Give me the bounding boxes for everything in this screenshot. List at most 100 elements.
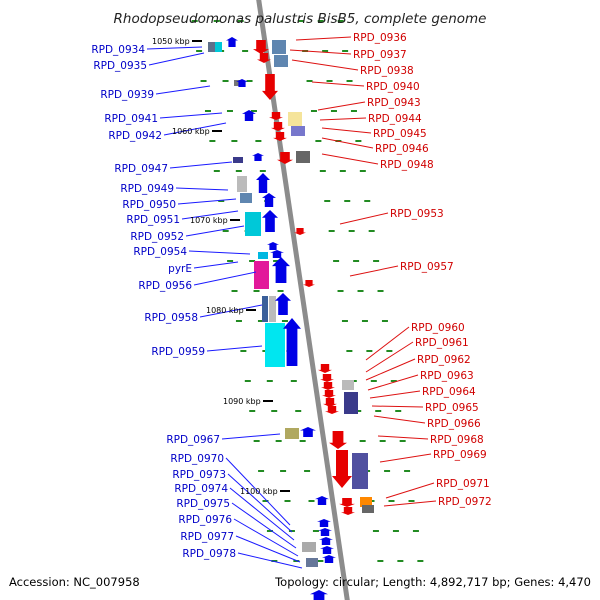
tick-dot xyxy=(213,170,220,172)
gene-label: RPD_0972 xyxy=(438,496,492,508)
tick-dot xyxy=(346,350,353,352)
gene-labels: RPD_0934 RPD_0935 RPD_0939 RPD_0941 RPD_0942… xyxy=(91,32,491,560)
gene-arrow xyxy=(257,53,271,63)
tick-dot xyxy=(324,200,331,202)
gene-label: RPD_0960 xyxy=(411,322,465,334)
gene-arrow xyxy=(323,398,337,407)
leader-line xyxy=(371,405,424,408)
tick-dot xyxy=(326,80,333,82)
leader-line xyxy=(185,225,245,237)
tick-dot xyxy=(242,50,249,52)
leader-line xyxy=(373,415,426,424)
gene-arrow xyxy=(269,112,283,120)
leader-line xyxy=(235,535,301,563)
gene-label: RPD_0940 xyxy=(366,81,420,93)
feature-block xyxy=(234,80,242,86)
kbp-label: 1080 kbp xyxy=(206,306,244,315)
tick-dot xyxy=(237,20,244,22)
tick-dot xyxy=(253,440,260,442)
gene-arrow xyxy=(317,519,331,527)
leader-line xyxy=(159,112,223,119)
gene-arrow xyxy=(277,152,293,164)
gene-label: RPD_0966 xyxy=(427,418,481,430)
gene-arrow xyxy=(294,228,306,235)
gene-arrow xyxy=(332,450,352,488)
feature-block xyxy=(296,151,310,163)
gene-label: RPD_0962 xyxy=(417,354,471,366)
tick-dot xyxy=(277,290,284,292)
gene-arrow xyxy=(322,390,336,398)
gene-label: RPD_0944 xyxy=(368,113,422,125)
tick-dot xyxy=(222,80,229,82)
tick-dot xyxy=(257,320,264,322)
gene-arrow xyxy=(267,242,279,250)
feature-block xyxy=(302,542,316,552)
feature-block xyxy=(362,505,374,513)
feature-block xyxy=(269,296,276,322)
tick-dot xyxy=(240,350,247,352)
tick-dot xyxy=(339,170,346,172)
tick-dot xyxy=(259,170,266,172)
leader-line xyxy=(193,261,239,269)
tick-dot xyxy=(353,260,360,262)
tick-dot xyxy=(373,260,380,262)
leader-line xyxy=(385,482,435,499)
map-title: Rhodopseudomonas palustris BisB5, comple… xyxy=(114,11,487,27)
gene-label: RPD_0941 xyxy=(104,113,158,125)
gene-arrow xyxy=(272,257,290,283)
leader-line xyxy=(155,85,211,95)
kbp-label: 1070 kbp xyxy=(190,216,228,225)
feature-block xyxy=(285,428,299,439)
tick-dot xyxy=(399,440,406,442)
leader-line xyxy=(321,153,379,165)
feature-block xyxy=(258,252,268,259)
leader-line xyxy=(349,265,399,277)
tick-dot xyxy=(231,140,238,142)
tick-dot xyxy=(306,80,313,82)
gene-arrow xyxy=(236,79,248,87)
tick-dot xyxy=(337,290,344,292)
gene-label: RPD_0958 xyxy=(144,312,198,324)
feature-block xyxy=(272,40,286,54)
gene-label: RPD_0943 xyxy=(367,97,421,109)
tick-dot xyxy=(304,470,311,472)
tick-dot xyxy=(235,170,242,172)
tick-dot xyxy=(348,230,355,232)
leader-line xyxy=(383,500,437,507)
feature-block xyxy=(240,193,252,203)
leader-line xyxy=(233,518,299,557)
gene-arrow xyxy=(303,280,315,287)
kbp-tick xyxy=(263,400,273,402)
gene-arrow xyxy=(321,382,335,390)
leader-line xyxy=(227,473,293,533)
gene-label: RPD_0936 xyxy=(353,32,407,44)
kbp-label: 1060 kbp xyxy=(172,127,210,136)
feature-block xyxy=(344,392,358,414)
tick-dot xyxy=(395,410,402,412)
tick-dot xyxy=(227,260,234,262)
tick-dot xyxy=(250,110,257,112)
tick-dot xyxy=(346,80,353,82)
kbp-tick xyxy=(246,309,256,311)
kbp-label: 1090 kbp xyxy=(223,397,261,406)
tick-dot xyxy=(258,470,265,472)
leader-line xyxy=(339,212,389,225)
leader-line xyxy=(231,502,297,549)
tick-dot xyxy=(412,530,419,532)
gene-label: RPD_0939 xyxy=(100,89,154,101)
tick-dot xyxy=(337,20,344,22)
leader-line xyxy=(379,453,432,463)
tick-dot xyxy=(322,50,329,52)
tick-dot xyxy=(375,410,382,412)
gene-label: RPD_0951 xyxy=(126,214,180,226)
tick-dot xyxy=(200,80,207,82)
leader-line xyxy=(163,122,227,136)
tick-dot xyxy=(317,560,324,562)
feature-block xyxy=(233,157,243,163)
feature-blocks xyxy=(208,40,374,567)
gene-label: RPD_0973 xyxy=(172,469,226,481)
gene-arrow xyxy=(275,293,291,315)
gene-label: RPD_0969 xyxy=(433,449,487,461)
tick-dot xyxy=(299,440,306,442)
